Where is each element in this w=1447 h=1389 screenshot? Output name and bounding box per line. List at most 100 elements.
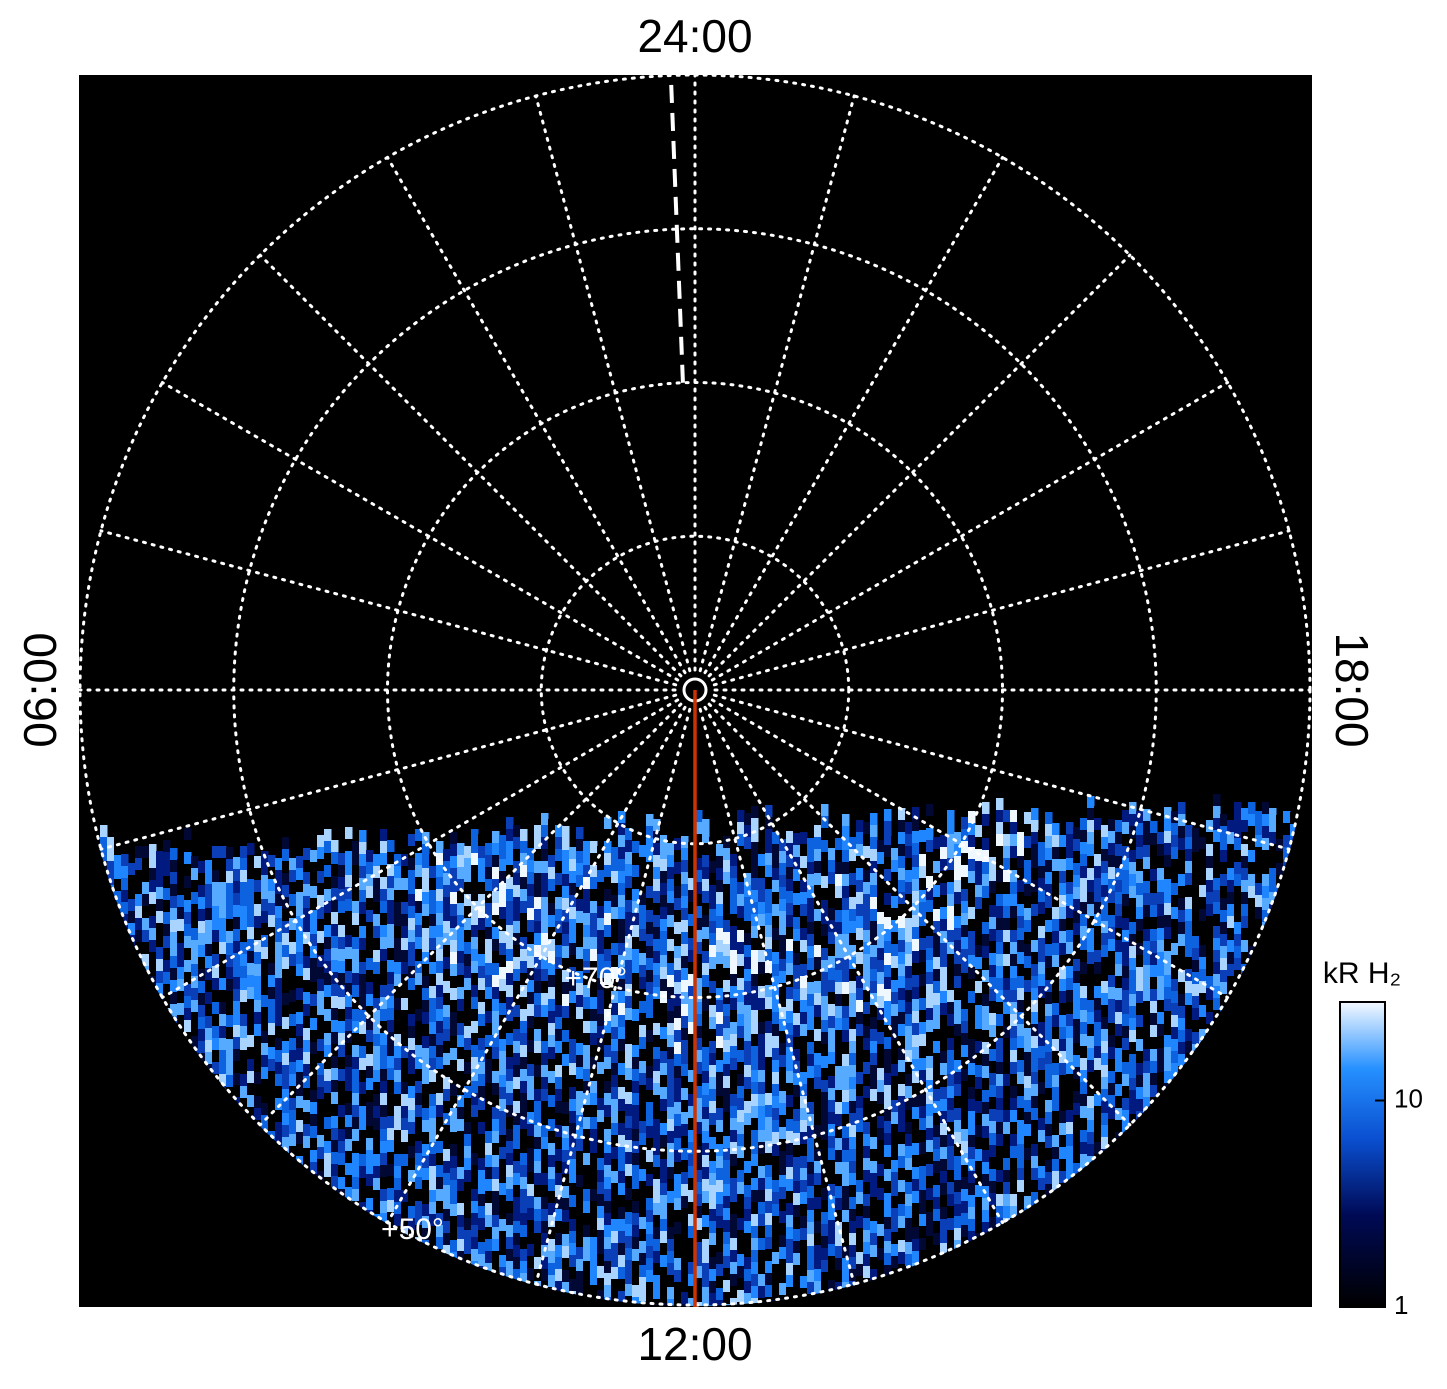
emission-pixel	[513, 1137, 521, 1154]
emission-pixel	[877, 900, 885, 918]
emission-pixel	[289, 1002, 297, 1021]
emission-pixel	[849, 993, 857, 1008]
emission-pixel	[471, 973, 479, 993]
emission-pixel	[317, 883, 325, 897]
emission-pixel	[898, 1084, 906, 1104]
emission-pixel	[744, 1113, 752, 1132]
emission-pixel	[870, 1029, 878, 1050]
emission-pixel	[800, 1060, 808, 1073]
emission-pixel	[947, 1206, 955, 1226]
emission-pixel	[898, 868, 906, 887]
emission-pixel	[436, 1177, 444, 1193]
emission-pixel	[905, 1074, 913, 1094]
emission-pixel	[436, 1021, 444, 1034]
emission-pixel	[905, 1062, 913, 1080]
emission-pixel	[548, 1275, 556, 1290]
emission-pixel	[723, 1016, 731, 1038]
emission-pixel	[387, 1044, 395, 1062]
emission-pixel	[632, 1105, 640, 1124]
emission-pixel	[891, 1184, 899, 1202]
emission-pixel	[632, 1153, 640, 1172]
emission-pixel	[380, 889, 388, 910]
emission-pixel	[562, 1102, 570, 1124]
emission-pixel	[877, 948, 885, 970]
emission-pixel	[730, 938, 738, 953]
emission-pixel	[681, 884, 689, 902]
emission-pixel	[884, 1109, 892, 1122]
emission-pixel	[359, 1142, 367, 1163]
emission-pixel	[716, 1108, 724, 1122]
emission-pixel	[667, 1179, 675, 1195]
emission-pixel	[961, 1033, 969, 1049]
emission-pixel	[373, 1190, 381, 1203]
emission-pixel	[667, 1107, 675, 1124]
emission-pixel	[758, 1058, 766, 1080]
emission-pixel	[296, 976, 304, 995]
emission-pixel	[408, 1026, 416, 1040]
emission-pixel	[793, 1253, 801, 1275]
emission-pixel	[506, 853, 514, 875]
emission-pixel	[933, 1149, 941, 1164]
emission-pixel	[394, 878, 402, 899]
emission-pixel	[870, 1185, 878, 1206]
emission-pixel	[793, 1205, 801, 1222]
emission-pixel	[954, 1228, 962, 1250]
emission-pixel	[779, 1043, 787, 1063]
emission-pixel	[590, 1093, 598, 1110]
emission-pixel	[765, 913, 773, 934]
emission-pixel	[625, 1104, 633, 1123]
emission-pixel	[737, 1242, 745, 1264]
emission-pixel	[422, 1036, 430, 1058]
emission-pixel	[443, 1209, 451, 1225]
emission-pixel	[233, 1013, 241, 1029]
emission-pixel	[366, 1102, 374, 1124]
emission-pixel	[394, 1082, 402, 1096]
emission-pixel	[632, 1201, 640, 1215]
emission-pixel	[583, 877, 591, 894]
emission-pixel	[583, 1261, 591, 1274]
emission-pixel	[716, 1000, 724, 1016]
emission-pixel	[555, 1137, 563, 1152]
emission-pixel	[303, 944, 311, 960]
emission-pixel	[730, 1094, 738, 1108]
emission-pixel	[534, 1113, 542, 1127]
emission-pixel	[807, 910, 815, 926]
emission-pixel	[744, 1137, 752, 1150]
emission-pixel	[331, 1140, 339, 1161]
emission-pixel	[688, 1250, 696, 1267]
emission-pixel	[254, 916, 262, 937]
emission-pixel	[765, 841, 773, 858]
emission-pixel	[583, 925, 591, 940]
emission-pixel	[877, 1092, 885, 1110]
emission-pixel	[373, 1154, 381, 1173]
emission-pixel	[926, 804, 934, 825]
emission-pixel	[541, 1161, 549, 1176]
emission-pixel	[842, 1042, 850, 1058]
emission-pixel	[751, 1106, 759, 1125]
emission-pixel	[604, 1129, 612, 1149]
emission-pixel	[590, 913, 598, 929]
emission-pixel	[891, 1040, 899, 1056]
emission-pixel	[219, 1062, 227, 1081]
emission-pixel	[485, 1119, 493, 1136]
emission-pixel	[800, 1228, 808, 1243]
emission-pixel	[387, 852, 395, 870]
emission-pixel	[800, 1024, 808, 1041]
emission-pixel	[198, 909, 206, 926]
emission-pixel	[219, 858, 227, 877]
emission-pixel	[240, 1098, 248, 1114]
emission-pixel	[478, 1074, 486, 1094]
emission-pixel	[359, 830, 367, 846]
emission-pixel	[317, 1015, 325, 1036]
emission-pixel	[905, 966, 913, 979]
emission-pixel	[352, 1129, 360, 1149]
emission-pixel	[541, 1029, 549, 1042]
emission-pixel	[387, 888, 395, 904]
emission-pixel	[856, 1192, 864, 1209]
emission-pixel	[520, 1237, 528, 1259]
emission-pixel	[821, 1068, 829, 1081]
emission-pixel	[268, 1071, 276, 1088]
emission-pixel	[954, 1168, 962, 1181]
emission-pixel	[303, 824, 311, 842]
emission-pixel	[835, 1234, 843, 1251]
